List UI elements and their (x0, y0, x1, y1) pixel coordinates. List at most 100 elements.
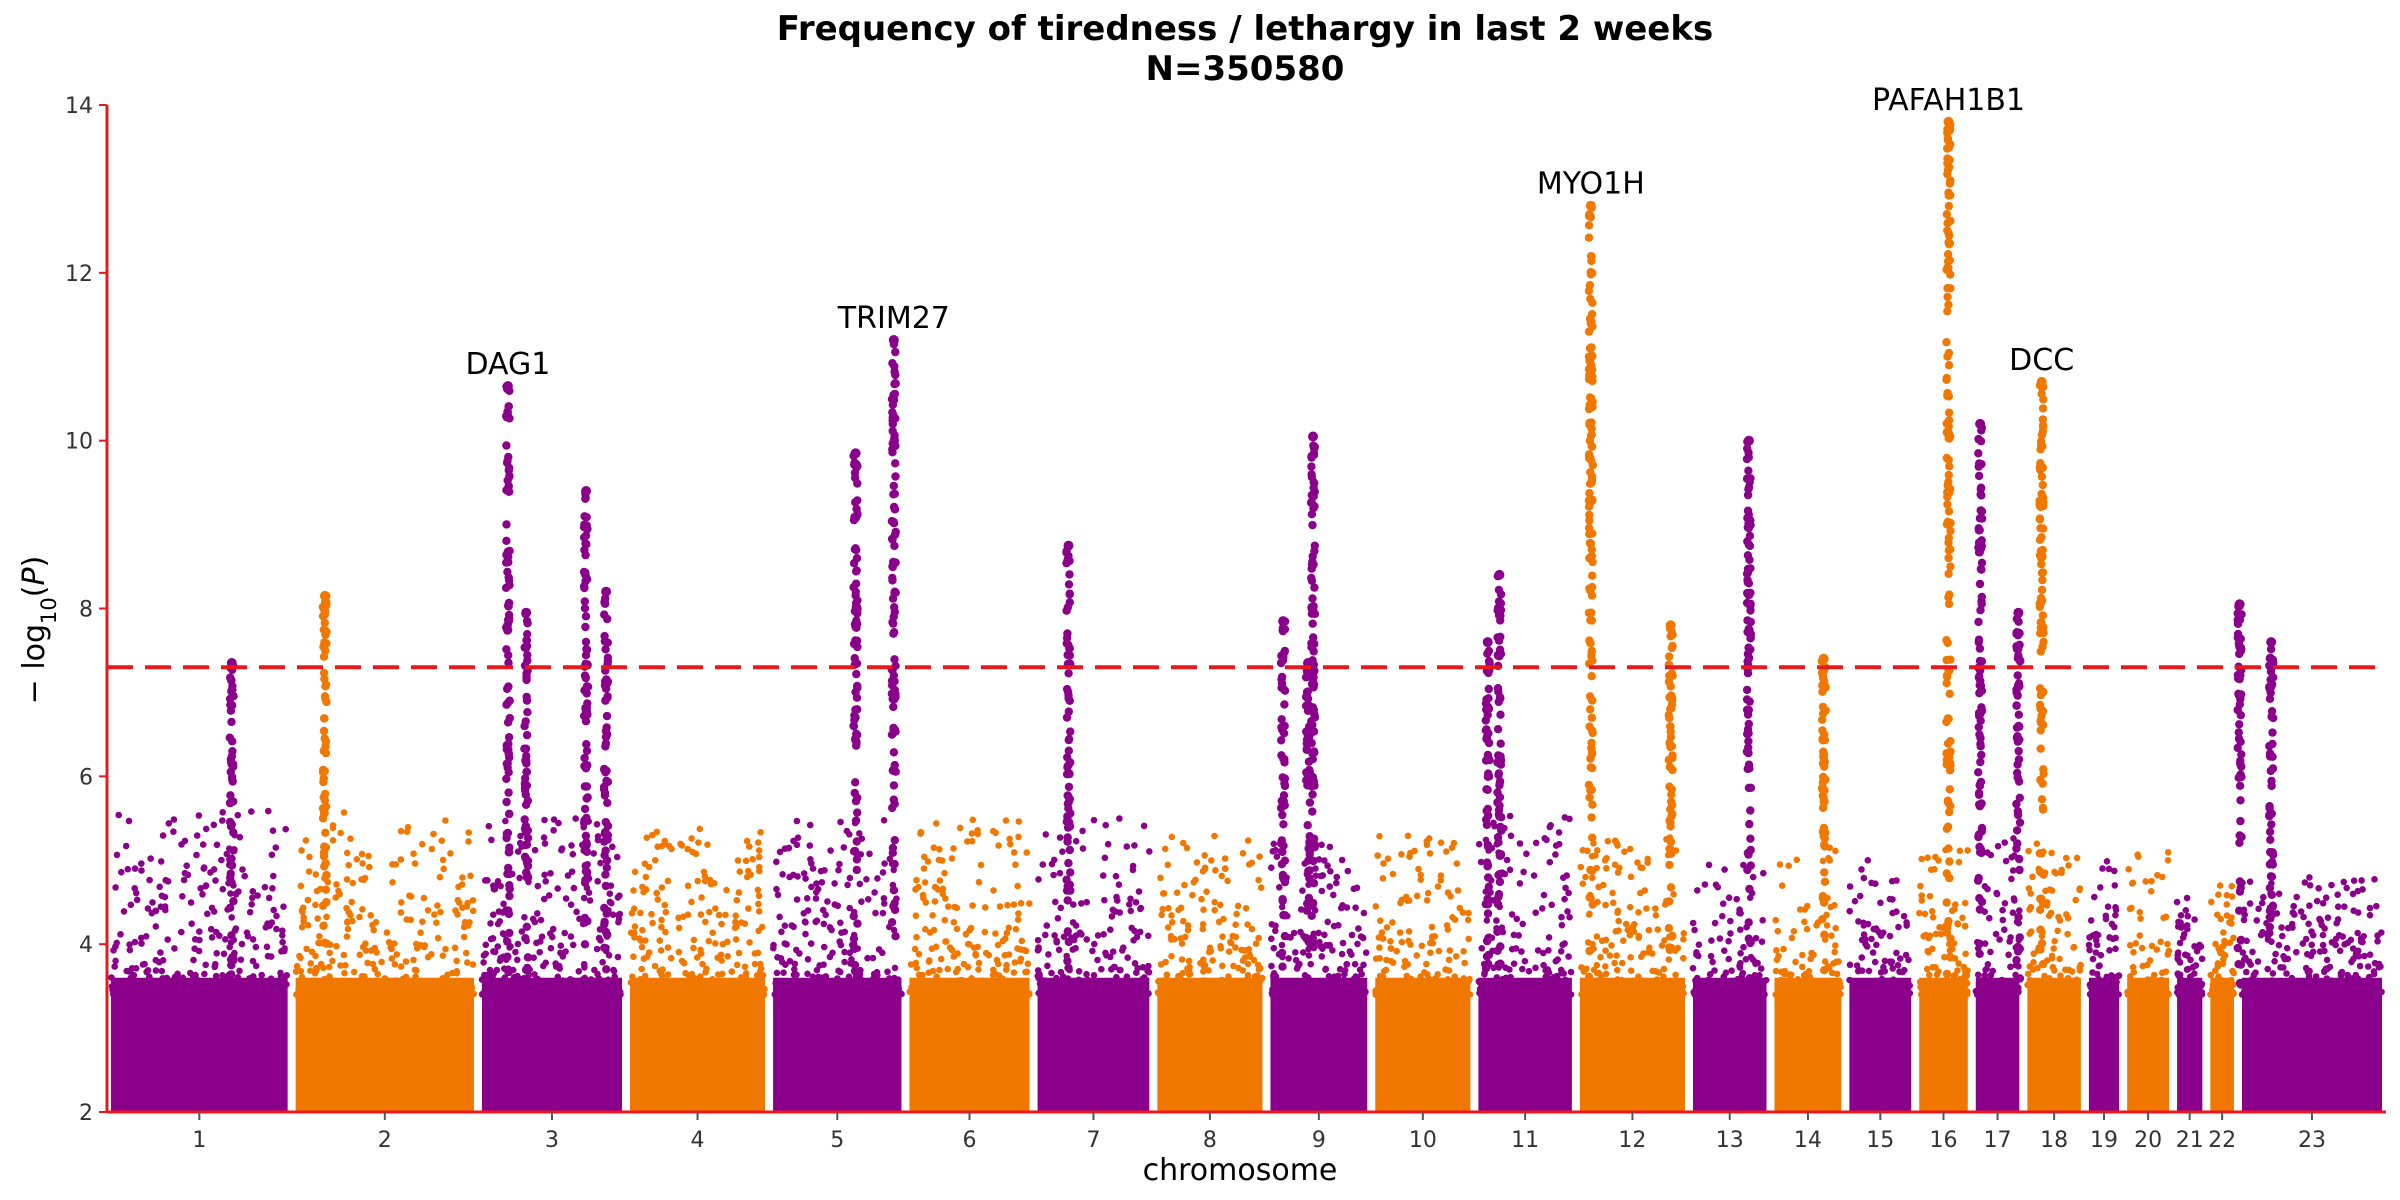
snp-point (494, 881, 502, 888)
snp-point (279, 938, 286, 946)
snp-point (837, 818, 844, 826)
snp-point (1540, 891, 1548, 899)
snp-point (170, 987, 177, 995)
snp-point (2177, 919, 2184, 926)
snp-point (1340, 989, 1348, 997)
snp-point (572, 815, 579, 822)
snp-point (319, 793, 328, 802)
snp-point (659, 973, 666, 981)
snp-point (1189, 891, 1196, 899)
snp-point (1315, 929, 1322, 937)
snp-point (447, 850, 454, 857)
snp-point (1114, 897, 1121, 904)
snp-point (733, 897, 741, 904)
snp-point (1603, 854, 1610, 862)
snp-point (1115, 881, 1123, 888)
snp-point (1557, 948, 1565, 955)
snp-point (1944, 990, 1952, 998)
snp-point (504, 616, 514, 625)
snp-point (1268, 864, 1275, 871)
snp-point (1673, 990, 1680, 997)
snp-point (1064, 986, 1072, 993)
snp-point (248, 980, 255, 987)
snp-point (312, 871, 320, 878)
snp-point (755, 892, 763, 900)
snp-point (2050, 983, 2058, 990)
snp-point (2299, 940, 2307, 947)
snp-point (675, 979, 682, 986)
snp-point (1023, 968, 1031, 976)
snp-point (1555, 829, 1563, 836)
snp-point (1098, 965, 1105, 973)
snp-point (505, 869, 514, 879)
snp-point (667, 954, 675, 962)
snp-point (682, 969, 689, 977)
snp-point (1689, 919, 1697, 927)
snp-point (234, 811, 242, 819)
snp-point (816, 991, 824, 998)
snp-point (2147, 991, 2154, 998)
snp-point (1530, 872, 1538, 879)
snp-point (113, 851, 121, 859)
snp-point (1894, 961, 1902, 969)
snp-point (424, 907, 432, 914)
snp-point (1158, 911, 1165, 919)
snp-point (1897, 955, 1904, 962)
chromosome-2-band (295, 977, 474, 1112)
snp-point (304, 896, 312, 904)
snp-point (200, 864, 208, 871)
snp-point (229, 828, 238, 837)
snp-point (2009, 867, 2017, 874)
snp-point (1905, 956, 1912, 964)
snp-point (353, 856, 361, 863)
snp-point (1614, 907, 1622, 915)
snp-point (1171, 935, 1178, 943)
snp-point (241, 872, 248, 880)
snp-point (1372, 903, 1380, 910)
snp-point (1444, 976, 1452, 983)
snp-point (1881, 957, 1889, 965)
snp-point (1178, 956, 1186, 963)
snp-point (1322, 941, 1330, 949)
snp-point (2007, 963, 2014, 971)
snp-point (1566, 815, 1573, 823)
snp-point (1996, 936, 2003, 943)
snp-point (742, 970, 750, 977)
snp-point (180, 876, 188, 884)
snp-point (684, 845, 692, 853)
snp-point (522, 636, 532, 645)
snp-point (1114, 980, 1121, 987)
snp-point (1341, 967, 1349, 974)
snp-point (1224, 877, 1231, 885)
snp-point (675, 948, 683, 956)
snp-point (2223, 901, 2231, 908)
snp-point (1888, 958, 1896, 966)
snp-point (919, 989, 926, 997)
chromosome-19-band (2088, 977, 2120, 1112)
snp-point (2332, 941, 2339, 949)
snp-point (2005, 951, 2012, 959)
snp-point (1180, 977, 1187, 984)
snp-point (1362, 949, 1370, 956)
snp-point (1520, 868, 1527, 876)
chromosome-3-band (481, 977, 623, 1112)
snp-point (2323, 975, 2331, 982)
snp-point (1428, 977, 1436, 985)
snp-point (522, 767, 531, 777)
snp-point (1547, 822, 1554, 829)
snp-point (383, 929, 391, 936)
snp-point (320, 605, 329, 614)
snp-point (1585, 911, 1593, 918)
peak-1 (225, 658, 238, 979)
snp-point (195, 812, 203, 819)
snp-point (586, 897, 594, 904)
snp-point (329, 822, 337, 829)
snp-point (794, 980, 802, 987)
snp-point (465, 829, 473, 836)
snp-point (312, 952, 319, 960)
snp-point (2112, 904, 2119, 911)
snp-point (974, 943, 981, 951)
snp-point (1948, 907, 1956, 915)
snp-point (974, 827, 981, 834)
snp-point (754, 949, 762, 957)
